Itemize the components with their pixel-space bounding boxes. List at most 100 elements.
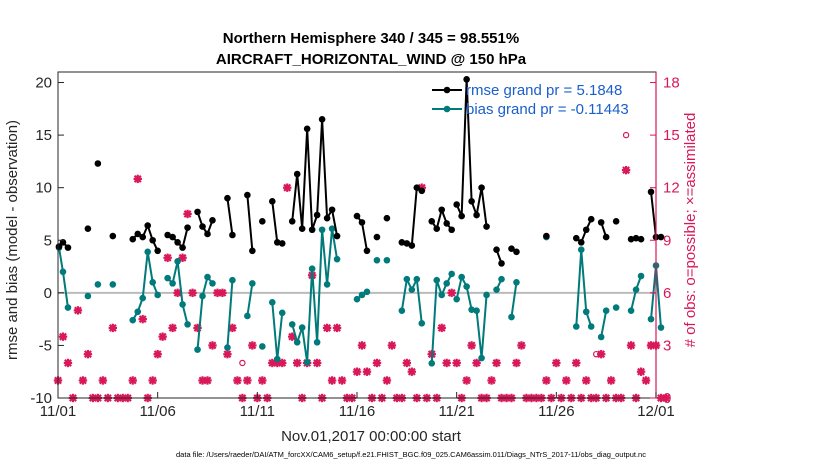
bias-point: [602, 307, 610, 315]
rmse-point: [129, 235, 137, 243]
obs-assimilated-mark: [582, 376, 591, 385]
obs-assimilated-mark: [462, 376, 471, 385]
obs-assimilated-mark: [63, 358, 73, 368]
y-tick-label-left: 20: [35, 75, 52, 92]
rmse-point: [597, 219, 605, 226]
rmse-point: [508, 245, 515, 252]
bias-point: [259, 343, 266, 350]
bias-point: [627, 307, 635, 315]
obs-assimilated-mark: [636, 367, 646, 376]
rmse-point: [572, 234, 580, 242]
obs-assimilated-mark: [542, 376, 551, 385]
rmse-point: [209, 216, 216, 224]
legend-marker-rmse: [443, 86, 451, 94]
rmse-point: [443, 220, 451, 227]
rmse-point: [313, 211, 321, 219]
bias-point: [637, 272, 645, 280]
chart-title-line2: AIRCRAFT_HORIZONTAL_WIND @ 150 hPa: [216, 51, 527, 68]
rmse-point: [229, 231, 236, 239]
rmse-point: [308, 226, 316, 234]
obs-assimilated-mark: [641, 376, 651, 385]
rmse-point: [244, 191, 251, 199]
obs-assimilated-mark: [327, 376, 337, 385]
legend: rmse grand pr = 5.1848 bias grand pr = -0…: [432, 82, 629, 118]
legend-marker-bias: [443, 105, 451, 113]
obs-assimilated-mark: [626, 341, 636, 350]
rmse-point: [139, 233, 147, 241]
rmse-line: [196, 211, 214, 237]
bias-line: [510, 282, 518, 318]
obs-assimilated-mark: [572, 358, 581, 368]
rmse-point: [483, 223, 490, 230]
obs-assimilated-mark: [352, 367, 362, 376]
bias-point: [373, 256, 381, 264]
x-tick-label: 11/11: [240, 403, 275, 420]
obs-assimilated-mark: [83, 349, 93, 359]
rmse-point: [154, 247, 161, 255]
obs-assimilated-mark: [467, 341, 476, 350]
obs-assimilated-mark: [233, 376, 242, 385]
bias-point: [174, 257, 181, 265]
bias-point: [149, 279, 156, 286]
obs-assimilated-mark: [283, 183, 292, 192]
bias-point: [413, 275, 421, 283]
bias-point: [587, 323, 595, 330]
obs-possible-mark: [622, 131, 630, 139]
rmse-series: [55, 76, 665, 267]
x-tick-label: 11/16: [339, 403, 375, 420]
rmse-point: [109, 232, 117, 240]
rmse-point: [259, 218, 266, 225]
obs-assimilated-mark: [382, 376, 392, 385]
x-axis: 11/01 11/06 11/11 11/16 11/21 11/26 12/01: [40, 392, 675, 420]
y-tick-label-right: 12: [663, 180, 680, 197]
rmse-point: [303, 125, 311, 133]
bias-point: [303, 358, 311, 366]
obs-assimilated-mark: [158, 332, 167, 341]
obs-assimilated-mark: [452, 358, 461, 368]
rmse-point: [433, 225, 441, 232]
rmse-point: [478, 184, 485, 191]
obs-assimilated-mark: [153, 349, 162, 359]
bias-point: [458, 273, 465, 281]
bias-point: [582, 308, 590, 316]
rmse-point: [249, 247, 256, 255]
bias-point: [229, 276, 236, 284]
obs-assimilated-mark: [372, 358, 382, 368]
obs-assimilated-mark: [517, 341, 526, 350]
bias-point: [612, 304, 620, 311]
bias-point: [94, 281, 102, 288]
rmse-point: [493, 246, 500, 254]
obs-assimilated-mark: [447, 288, 456, 298]
y-tick-label-left: 5: [44, 232, 52, 249]
obs-assimilated-mark: [407, 367, 417, 376]
y-tick-label-right: 18: [663, 75, 680, 92]
rmse-point: [268, 198, 276, 205]
rmse-point: [64, 244, 72, 251]
bias-point: [129, 316, 137, 324]
y-tick-label-left: 15: [35, 127, 52, 144]
y-tick-label-right: 6: [663, 285, 671, 302]
y-axis-right-label: # of obs: o=possible; ×=assimilated: [682, 113, 699, 348]
rmse-point: [657, 233, 665, 241]
rmse-point: [174, 239, 181, 246]
obs-assimilated-mark: [248, 341, 257, 350]
obs-assimilated-mark: [138, 314, 147, 324]
bias-point: [453, 295, 460, 303]
rmse-point: [438, 206, 446, 214]
rmse-point: [199, 223, 206, 230]
obs-assimilated-mark: [332, 323, 342, 333]
bias-point: [647, 315, 655, 323]
obs-assimilated-mark: [337, 376, 347, 385]
y-tick-label-left: 0: [44, 285, 52, 302]
legend-label-rmse: rmse grand pr = 5.1848: [466, 82, 622, 99]
bias-point: [84, 292, 92, 300]
rmse-point: [498, 260, 505, 267]
obs-assimilated-mark: [258, 376, 267, 385]
bias-line: [575, 249, 593, 327]
obs-assimilated-mark: [293, 358, 302, 368]
bias-point: [597, 333, 605, 341]
y-tick-label-left: -5: [39, 337, 52, 354]
bias-point: [313, 338, 321, 346]
bias-point: [438, 291, 446, 299]
